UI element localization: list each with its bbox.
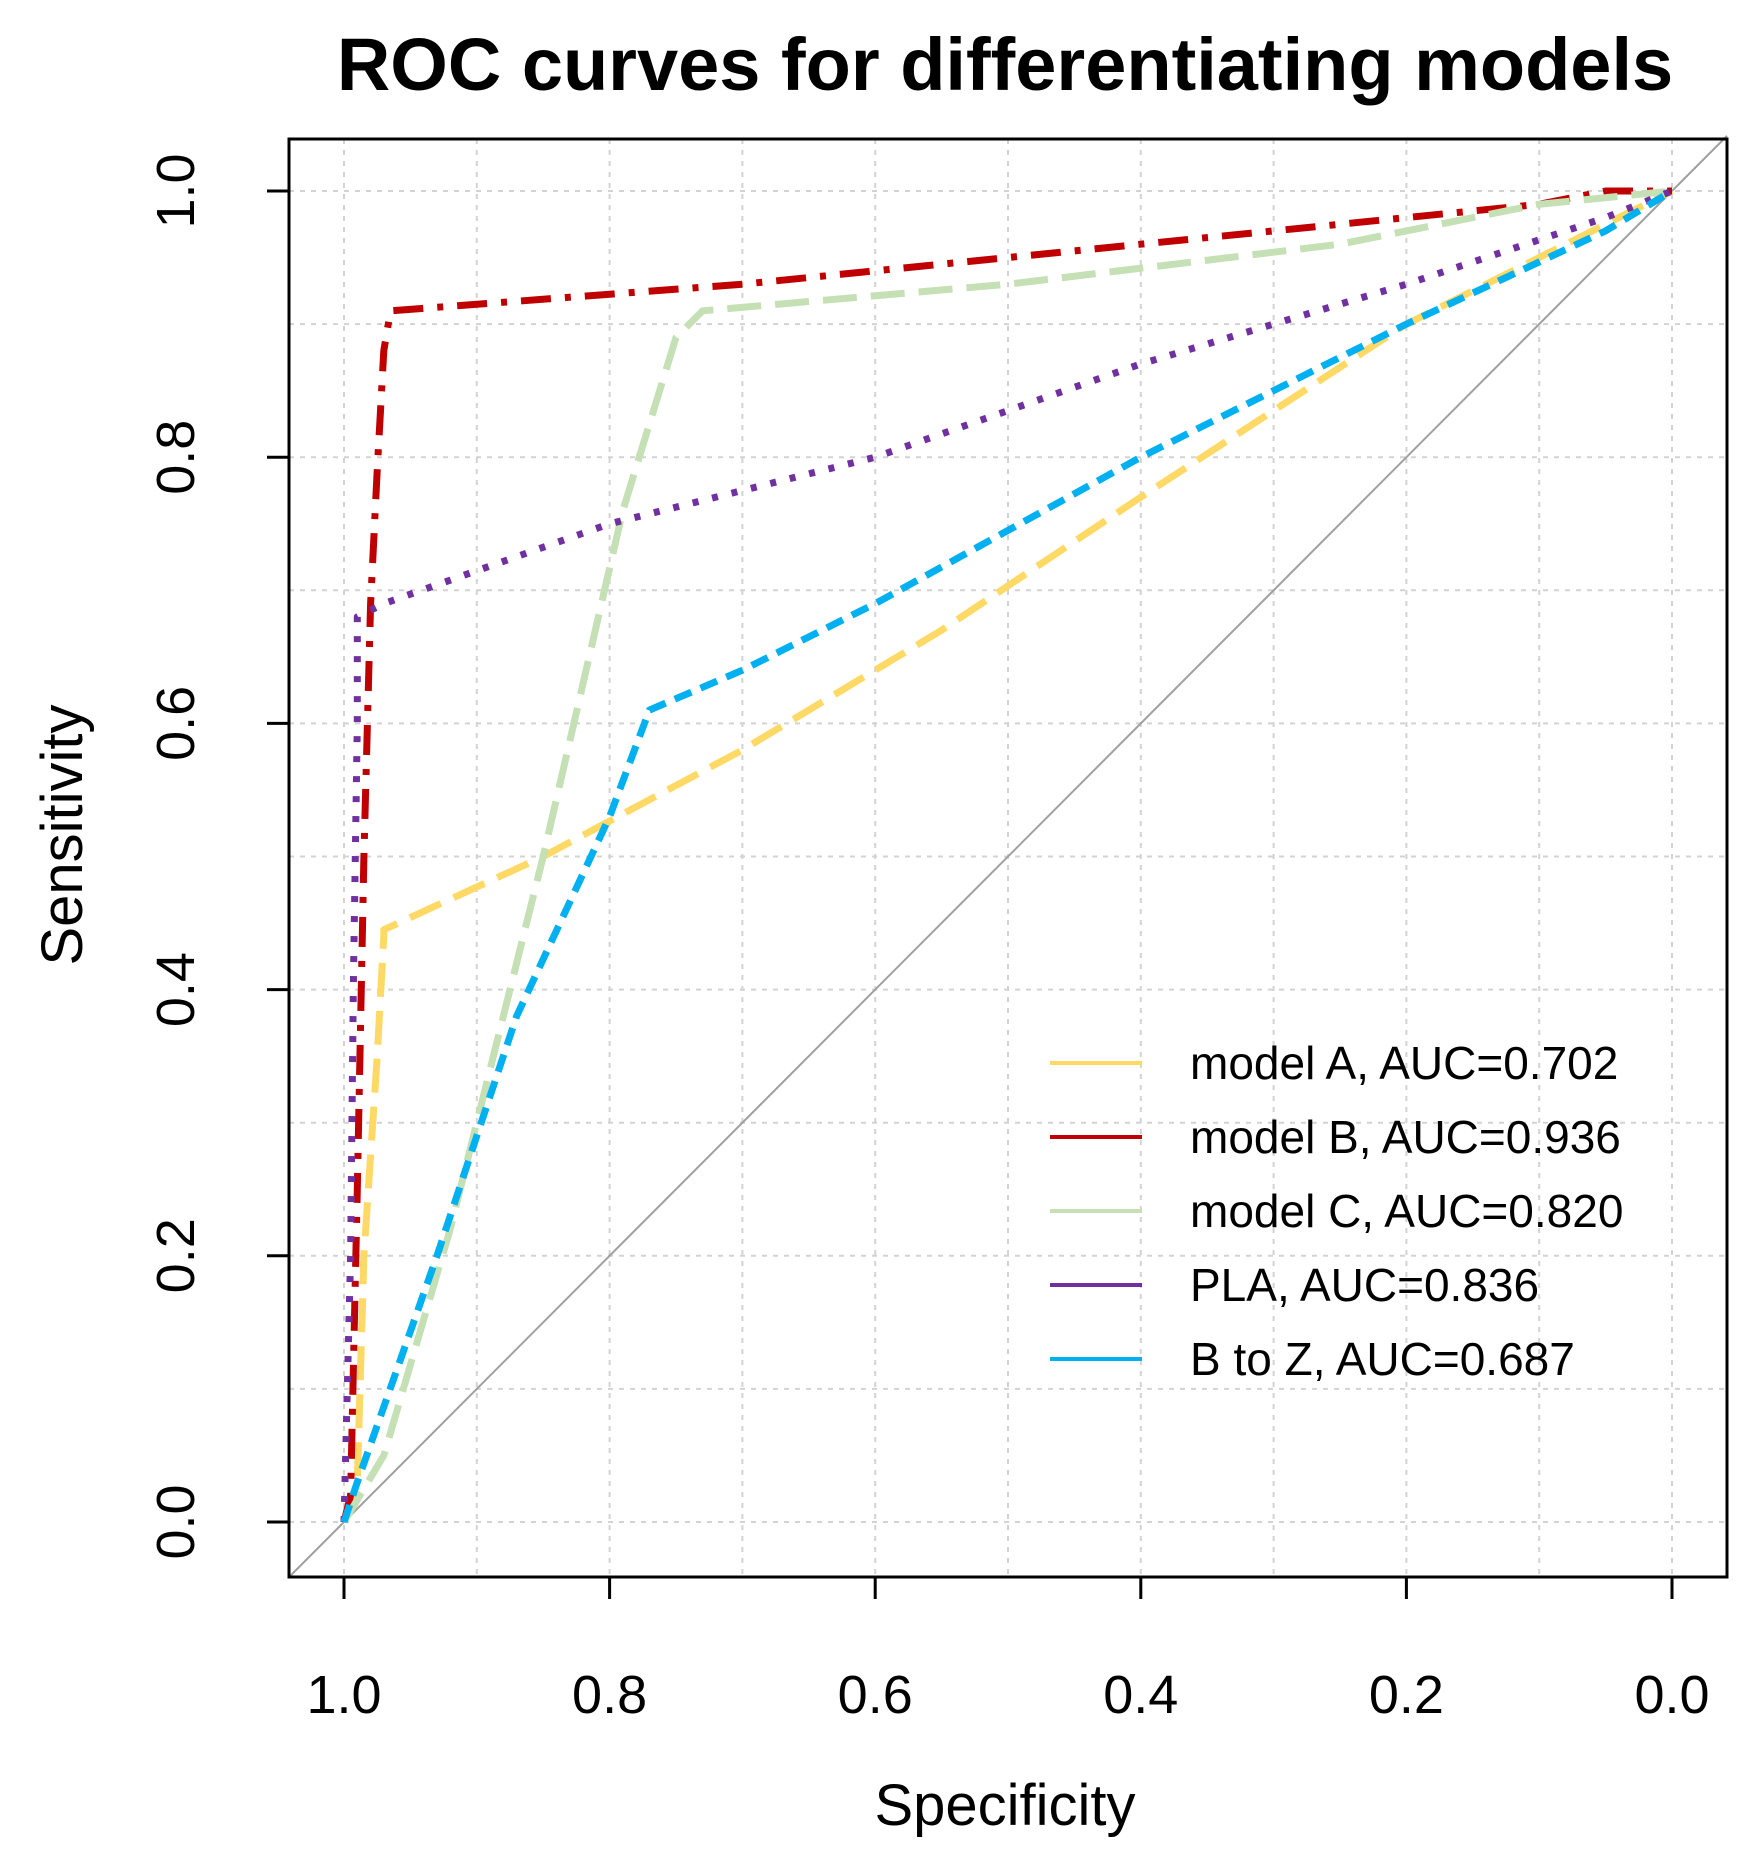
x-tick-label: 0.8: [572, 1665, 647, 1725]
reference-line-group: [288, 135, 1728, 1578]
legend-label: PLA, AUC=0.836: [1190, 1259, 1539, 1311]
series-line-model-c: [340, 187, 1673, 1524]
grid: [289, 139, 1727, 1577]
legend-label: model C, AUC=0.820: [1190, 1185, 1623, 1237]
series-line-model-a: [340, 187, 1674, 1524]
series-line-pla: [340, 187, 1674, 1523]
y-tick-label: 0.4: [146, 952, 206, 1027]
series-line-b-to-z: [340, 187, 1674, 1524]
y-axis: 0.0 0.2 0.4 0.6 0.8 1.0: [146, 153, 291, 1560]
series-group: [340, 187, 1674, 1524]
x-axis-label: Specificity: [874, 1773, 1135, 1838]
legend: model A, AUC=0.702 model B, AUC=0.936 mode…: [1050, 1037, 1623, 1385]
y-tick-label: 0.8: [146, 420, 206, 495]
y-axis-label: Sensitivity: [30, 704, 95, 965]
x-tick-label: 0.6: [838, 1665, 913, 1725]
x-axis: 1.0 0.8 0.6 0.4 0.2 0.0: [306, 1575, 1710, 1725]
series-line-model-b: [340, 187, 1672, 1523]
x-tick-label: 0.0: [1634, 1665, 1709, 1725]
y-tick-label: 0.0: [146, 1484, 206, 1559]
legend-label: B to Z, AUC=0.687: [1190, 1333, 1575, 1385]
y-tick-label: 0.6: [146, 686, 206, 761]
legend-label: model B, AUC=0.936: [1190, 1111, 1621, 1163]
chart-title: ROC curves for differentiating models: [337, 23, 1673, 106]
y-tick-label: 0.2: [146, 1218, 206, 1293]
y-tick-label: 1.0: [146, 153, 206, 228]
legend-label: model A, AUC=0.702: [1190, 1037, 1618, 1089]
x-tick-label: 1.0: [306, 1665, 381, 1725]
x-tick-label: 0.2: [1369, 1665, 1444, 1725]
x-tick-label: 0.4: [1103, 1665, 1178, 1725]
reference-diagonal-line: [288, 135, 1728, 1578]
